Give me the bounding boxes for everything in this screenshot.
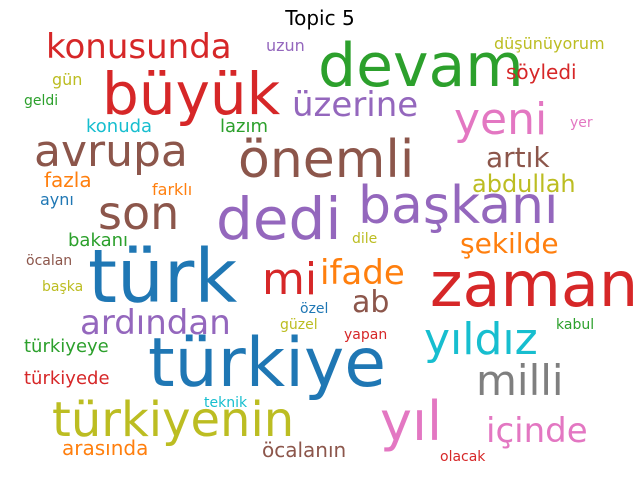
word-7: önemli (238, 130, 415, 190)
word-0: türkiye (148, 324, 387, 403)
word-9: yıl (380, 390, 442, 453)
word-23: şekilde (460, 227, 559, 260)
word-43: dile (352, 231, 378, 247)
word-31: türkiyeye (24, 336, 109, 357)
chart-title: Topic 5 (285, 6, 355, 30)
word-5: dedi (216, 185, 342, 253)
word-24: abdullah (472, 170, 576, 198)
word-27: söyledi (506, 60, 577, 84)
word-29: konuda (86, 116, 153, 137)
word-15: konusunda (46, 27, 232, 67)
word-48: teknik (204, 395, 248, 411)
word-17: ardından (80, 303, 231, 343)
word-4: büyük (102, 60, 281, 128)
word-21: ab (352, 285, 390, 320)
word-20: içinde (486, 411, 588, 451)
word-14: yeni (454, 94, 548, 145)
word-47: kabul (556, 317, 595, 333)
word-33: bakanı (68, 230, 129, 251)
word-37: geldi (24, 93, 59, 109)
word-18: üzerine (292, 85, 419, 125)
word-13: son (98, 186, 180, 240)
word-19: ifade (320, 253, 405, 293)
word-16: mi (262, 254, 318, 305)
word-28: fazla (44, 168, 92, 192)
word-2: zaman (430, 248, 639, 321)
word-12: avrupa (34, 126, 188, 177)
word-26: öcalanın (262, 438, 347, 462)
word-36: gün (52, 70, 83, 89)
word-30: lazım (220, 116, 269, 137)
word-41: başka (42, 279, 84, 295)
word-49: olacak (440, 449, 486, 465)
word-42: yer (570, 115, 593, 131)
word-6: başkanı (358, 176, 559, 236)
word-32: türkiyede (24, 368, 110, 389)
word-38: farklı (152, 180, 193, 199)
word-1: türk (88, 234, 238, 320)
word-25: arasında (62, 436, 149, 460)
word-34: düşünüyorum (494, 34, 605, 53)
word-44: özel (300, 301, 329, 317)
word-35: uzun (266, 36, 305, 55)
word-39: aynı (40, 190, 74, 209)
word-10: milli (476, 356, 564, 405)
word-40: öcalan (26, 253, 73, 269)
word-8: türkiyenin (52, 392, 295, 448)
word-22: artık (486, 141, 550, 174)
word-11: yıldız (424, 314, 538, 365)
word-3: devam (318, 31, 524, 101)
word-45: güzel (280, 317, 318, 333)
word-46: yapan (344, 327, 388, 343)
